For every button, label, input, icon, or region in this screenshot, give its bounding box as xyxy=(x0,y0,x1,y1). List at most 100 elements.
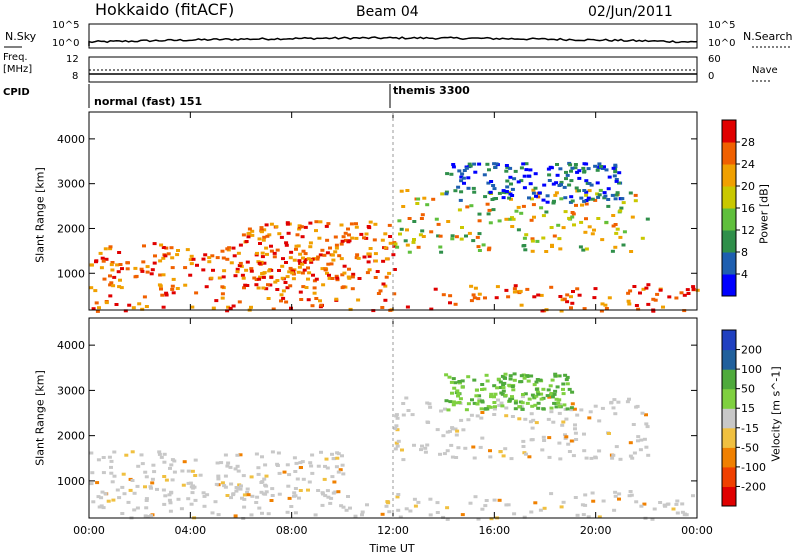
heatmap-cell xyxy=(644,286,649,290)
heatmap-cell xyxy=(454,433,459,437)
heatmap-cell xyxy=(318,299,322,303)
heatmap-cell xyxy=(434,217,439,221)
heatmap-cell xyxy=(238,487,243,491)
heatmap-cell xyxy=(508,175,513,179)
heatmap-cell xyxy=(493,392,498,396)
heatmap-cell xyxy=(562,185,567,189)
heatmap-cell xyxy=(392,268,397,271)
heatmap-cell xyxy=(89,263,94,267)
heatmap-cell xyxy=(166,252,171,256)
heatmap-cell xyxy=(221,256,226,260)
heatmap-cell xyxy=(339,504,344,508)
heatmap-cell xyxy=(289,306,293,310)
heatmap-cell xyxy=(466,418,471,422)
heatmap-cell xyxy=(170,284,175,288)
heatmap-cell xyxy=(551,420,556,424)
heatmap-cell xyxy=(185,248,190,252)
heatmap-cell xyxy=(532,295,537,299)
heatmap-cell xyxy=(512,177,517,181)
heatmap-cell xyxy=(651,297,656,301)
heatmap-cell xyxy=(103,247,108,251)
heatmap-cell xyxy=(510,225,515,228)
heatmap-cell xyxy=(501,189,506,193)
heatmap-cell xyxy=(189,254,194,258)
heatmap-cell xyxy=(332,480,337,484)
heatmap-cell xyxy=(281,257,285,261)
heatmap-cell xyxy=(157,283,162,287)
heatmap-cell xyxy=(264,287,269,291)
heatmap-cell xyxy=(300,235,305,239)
heatmap-cell xyxy=(325,238,330,242)
heatmap-cell xyxy=(323,494,328,498)
heatmap-cell xyxy=(536,392,541,396)
heatmap-cell xyxy=(602,165,606,169)
heatmap-cell xyxy=(323,464,327,468)
heatmap-cell xyxy=(249,269,254,273)
heatmap-cell xyxy=(249,267,254,271)
heatmap-cell xyxy=(492,162,497,166)
heatmap-cell xyxy=(577,176,582,180)
heatmap-cell xyxy=(662,503,667,507)
heatmap-cell xyxy=(108,245,113,249)
heatmap-cell xyxy=(150,268,155,272)
heatmap-cell xyxy=(525,401,530,405)
heatmap-cell xyxy=(420,229,425,233)
heatmap-cell xyxy=(438,234,443,238)
heatmap-cell xyxy=(107,455,112,459)
heatmap-cell xyxy=(341,505,346,509)
heatmap-cell xyxy=(140,462,145,466)
heatmap-cell xyxy=(613,197,618,201)
heatmap-cell xyxy=(559,183,563,187)
heatmap-cell xyxy=(533,403,538,407)
heatmap-cell xyxy=(93,289,98,293)
heatmap-cell xyxy=(641,287,646,291)
heatmap-cell xyxy=(304,286,309,289)
heatmap-cell xyxy=(362,255,367,259)
heatmap-cell xyxy=(534,421,539,425)
heatmap-cell xyxy=(561,420,566,424)
heatmap-cell xyxy=(589,183,594,187)
heatmap-cell xyxy=(593,455,598,459)
heatmap-cell xyxy=(557,404,562,408)
heatmap-cell xyxy=(497,403,502,407)
heatmap-cell xyxy=(569,295,573,299)
heatmap-cell xyxy=(301,285,306,289)
heatmap-cell xyxy=(164,246,169,250)
heatmap-cell xyxy=(533,501,538,505)
heatmap-cell xyxy=(419,217,424,220)
heatmap-cell xyxy=(465,205,470,209)
heatmap-cell xyxy=(405,305,410,309)
heatmap-cell xyxy=(547,179,552,182)
heatmap-cell xyxy=(480,383,485,386)
heatmap-cell xyxy=(475,402,480,406)
heatmap-cell xyxy=(602,196,607,200)
heatmap-cell xyxy=(89,482,94,486)
heatmap-cell xyxy=(331,457,336,461)
heatmap-cell xyxy=(549,166,554,170)
heatmap-cell xyxy=(508,374,513,378)
heatmap-cell xyxy=(314,297,319,300)
heatmap-cell xyxy=(511,388,516,392)
heatmap-cell xyxy=(498,450,503,454)
heatmap-cell xyxy=(642,502,647,506)
y-tick-label: 4000 xyxy=(57,339,85,352)
heatmap-cell xyxy=(170,266,175,270)
heatmap-cell xyxy=(620,197,625,201)
colorbar-segment xyxy=(722,447,736,468)
heatmap-cell xyxy=(524,162,529,166)
heatmap-cell xyxy=(158,273,163,277)
heatmap-cell xyxy=(627,397,631,401)
heatmap-cell xyxy=(469,284,474,288)
heatmap-cell xyxy=(554,405,559,409)
heatmap-cell xyxy=(234,489,239,493)
heatmap-cell xyxy=(522,244,527,247)
heatmap-cell xyxy=(504,503,509,507)
heatmap-cell xyxy=(381,282,386,286)
heatmap-cell xyxy=(284,261,288,264)
heatmap-cell xyxy=(231,304,236,308)
heatmap-cell xyxy=(193,458,198,462)
heatmap-cell xyxy=(109,263,114,267)
heatmap-cell xyxy=(219,461,224,465)
heatmap-cell xyxy=(518,380,523,384)
heatmap-cell xyxy=(470,398,474,402)
